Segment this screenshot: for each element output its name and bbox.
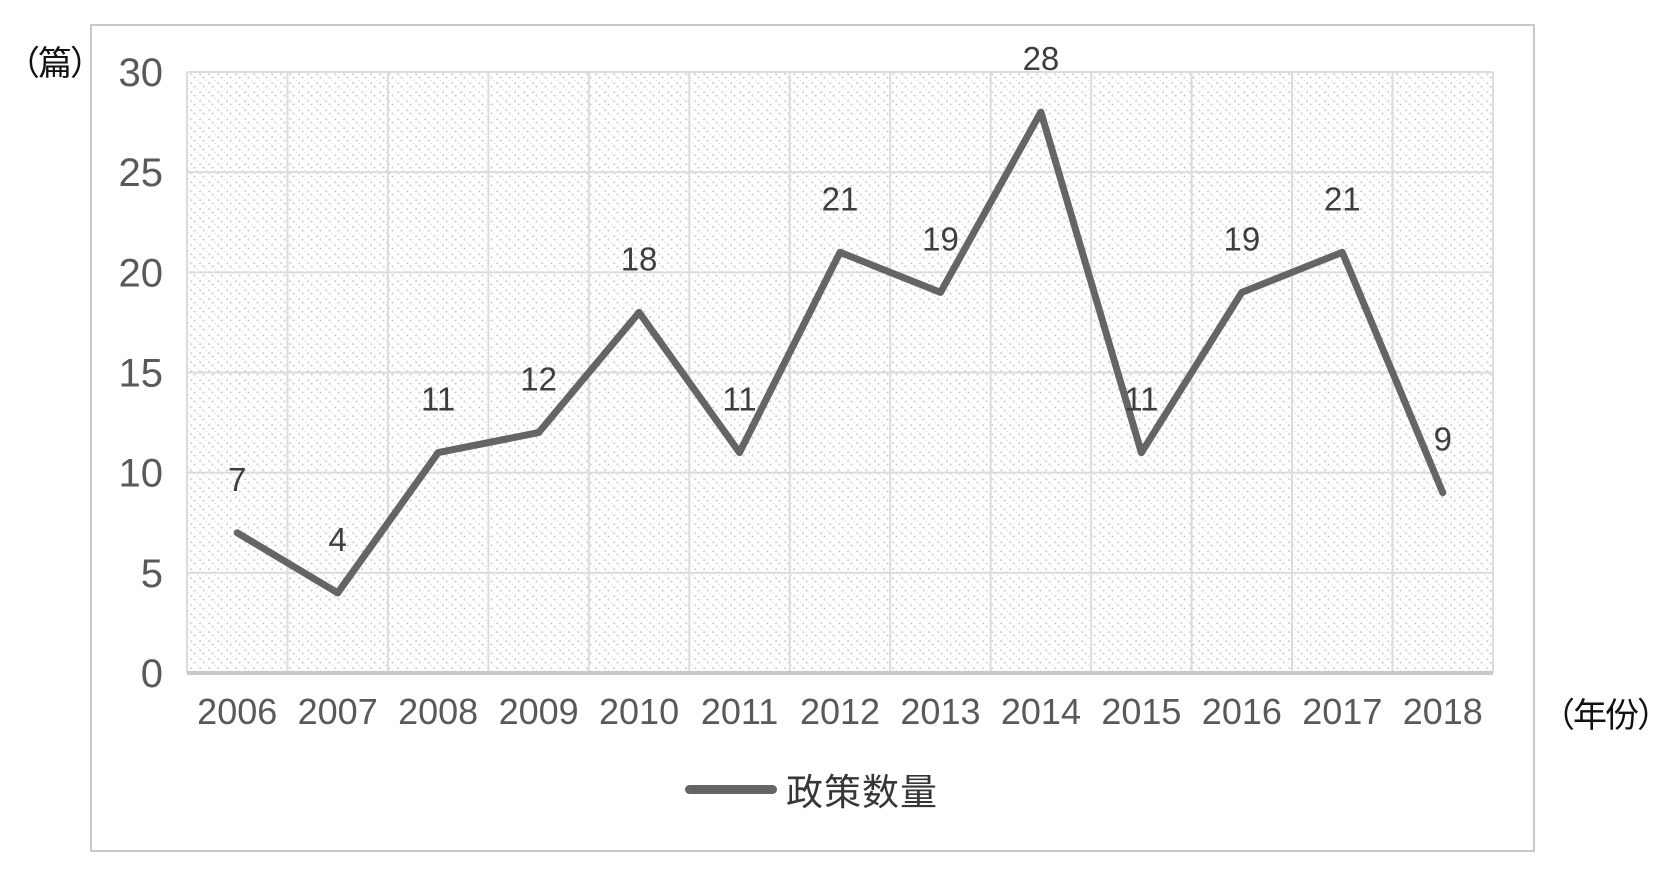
data-label: 18 (621, 240, 658, 277)
y-tick-label: 5 (141, 552, 163, 596)
x-axis-unit-label: （年份） (1541, 697, 1671, 735)
x-tick-label: 2008 (398, 691, 478, 732)
x-tick-label: 2017 (1302, 691, 1382, 732)
x-tick-label: 2007 (298, 691, 378, 732)
data-label: 11 (421, 381, 455, 418)
data-label: 11 (1124, 381, 1158, 418)
data-label: 4 (329, 521, 347, 558)
data-label: 19 (1223, 220, 1260, 257)
x-tick-label: 2010 (599, 691, 679, 732)
x-tick-label: 2018 (1403, 691, 1483, 732)
series-line (233, 108, 1447, 597)
x-tick-label: 2012 (800, 691, 880, 732)
data-label: 21 (1324, 180, 1361, 217)
x-tick-label: 2013 (900, 691, 980, 732)
data-label: 9 (1434, 421, 1452, 458)
data-label: 21 (822, 180, 859, 217)
y-tick-label: 30 (119, 51, 164, 95)
x-tick-label: 2011 (701, 691, 778, 732)
legend-series-label: 政策数量 (786, 772, 938, 813)
y-axis-unit-label: （篇） (6, 45, 104, 83)
y-tick-label: 20 (119, 251, 164, 295)
data-label: 19 (922, 220, 959, 257)
x-tick-label: 2009 (499, 691, 579, 732)
x-tick-label: 2016 (1202, 691, 1282, 732)
x-tick-label: 2014 (1001, 691, 1081, 732)
x-tick-label: 2006 (197, 691, 277, 732)
legend-line-swatch (685, 784, 777, 794)
data-label: 12 (520, 361, 557, 398)
y-tick-label: 10 (119, 452, 164, 496)
data-label: 7 (228, 461, 246, 498)
data-label: 11 (722, 381, 756, 418)
y-tick-label: 15 (119, 352, 164, 396)
data-label: 28 (1023, 40, 1060, 77)
y-tick-label: 0 (141, 652, 163, 696)
legend: 政策数量 (90, 764, 1533, 814)
x-tick-label: 2015 (1101, 691, 1181, 732)
y-tick-label: 25 (119, 151, 164, 195)
